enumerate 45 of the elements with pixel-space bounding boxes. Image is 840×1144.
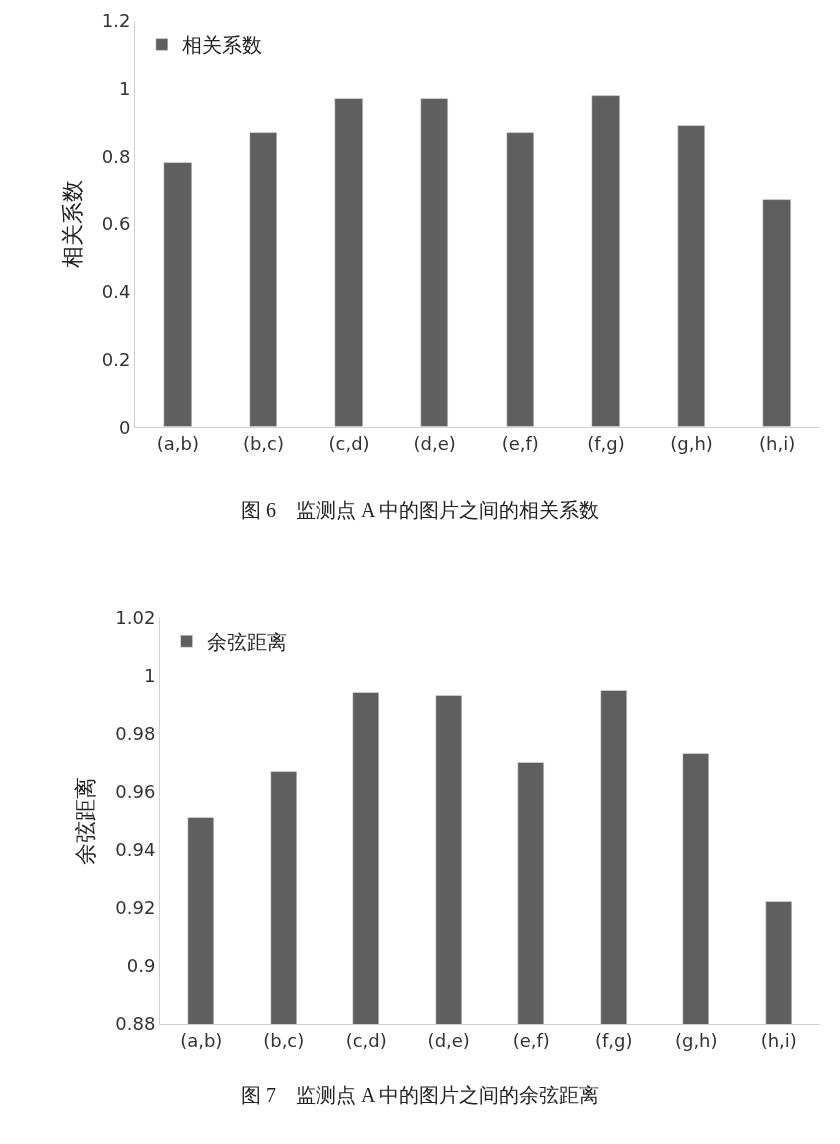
x-tick-label: (h,i) — [759, 432, 796, 454]
y-tick-label: 0.96 — [115, 781, 156, 803]
bar — [334, 98, 363, 427]
y-tick-label: 0.4 — [101, 281, 131, 303]
x-tick-label: (f,g) — [594, 1029, 633, 1051]
x-tick-label: (a,b) — [180, 1029, 223, 1051]
x-tick-label: (g,h) — [674, 1029, 718, 1051]
x-tick-label: (e,f) — [512, 1029, 550, 1051]
bar — [420, 98, 448, 427]
x-tick-label: (b,c) — [242, 432, 284, 454]
bar — [249, 132, 277, 427]
y-tick-label: 1.02 — [115, 606, 156, 628]
y-axis-title: 余弦距离 — [73, 776, 99, 865]
legend-label: 相关系数 — [181, 33, 262, 58]
y-tick-label: 0.2 — [101, 348, 131, 370]
x-tick-label: (f,g) — [587, 432, 625, 454]
x-tick-label: (c,d) — [328, 432, 370, 454]
bar — [163, 162, 192, 427]
caption: 图 7 监测点 A 中的图片之间的余弦距离 — [241, 1084, 600, 1106]
x-tick-label: (d,e) — [427, 1029, 470, 1051]
y-tick-label: 0.8 — [101, 145, 131, 167]
bar — [506, 132, 534, 427]
y-tick-label: 1.2 — [101, 10, 131, 32]
y-tick-label: 1 — [118, 77, 131, 99]
x-tick-label: (g,h) — [670, 432, 713, 454]
x-tick-label: (a,b) — [156, 432, 199, 454]
y-tick-label: 0.9 — [126, 955, 156, 977]
x-tick-label: (c,d) — [345, 1029, 387, 1051]
y-tick-label: 0.88 — [115, 1013, 156, 1035]
x-tick-label: (e,f) — [501, 432, 539, 454]
legend-label: 余弦距离 — [206, 630, 287, 655]
y-tick-label: 0.94 — [115, 839, 156, 861]
x-tick-label: (h,i) — [760, 1029, 797, 1051]
y-tick-label: 0.92 — [115, 897, 156, 919]
y-tick-label: 1 — [143, 665, 156, 687]
y-tick-label: 0 — [118, 416, 131, 438]
bar — [762, 199, 791, 427]
caption: 图 6 监测点 A 中的图片之间的相关系数 — [241, 499, 600, 521]
y-tick-label: 0.98 — [115, 723, 156, 745]
bar — [591, 95, 620, 427]
x-tick-label: (b,c) — [263, 1029, 305, 1051]
y-tick-label: 0.6 — [101, 213, 131, 235]
x-tick-label: (d,e) — [413, 432, 456, 454]
bar — [677, 125, 705, 427]
y-axis-title: 相关系数 — [59, 180, 85, 269]
